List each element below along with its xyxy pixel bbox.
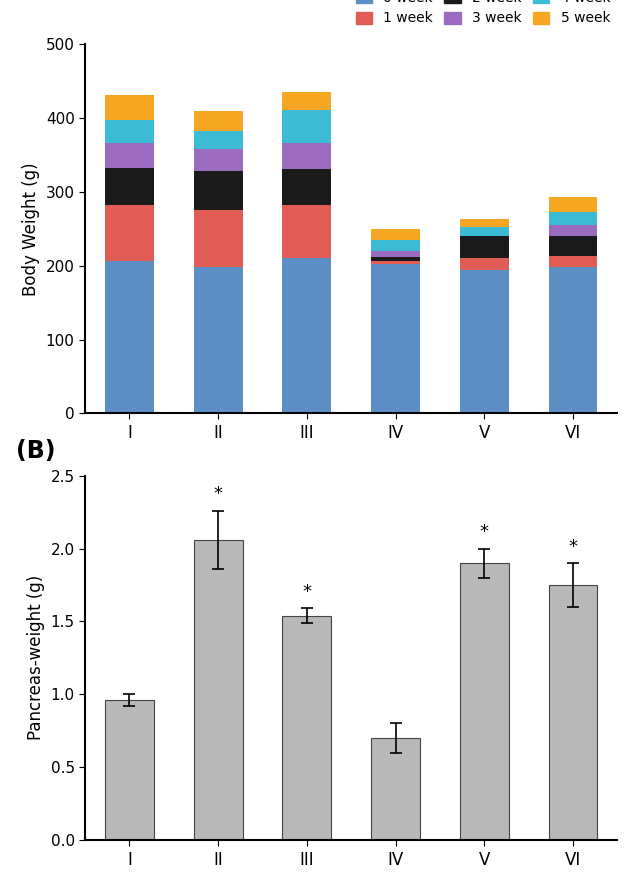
Bar	[549, 585, 597, 840]
Bar	[105, 205, 154, 260]
Bar	[549, 268, 597, 413]
Bar	[460, 228, 508, 236]
Bar	[460, 259, 508, 269]
Text: (B): (B)	[16, 439, 55, 463]
Bar	[194, 111, 243, 131]
Bar	[549, 197, 597, 212]
Bar	[105, 94, 154, 120]
Bar	[549, 256, 597, 268]
Text: *: *	[568, 538, 578, 556]
Bar	[371, 240, 420, 251]
Bar	[105, 168, 154, 205]
Bar	[460, 563, 508, 840]
Bar	[371, 251, 420, 257]
Bar	[105, 701, 154, 840]
Bar	[194, 210, 243, 268]
Bar	[282, 259, 331, 413]
Bar	[460, 219, 508, 228]
Text: (A): (A)	[16, 0, 55, 2]
Text: *: *	[302, 583, 311, 601]
Bar	[105, 260, 154, 413]
Bar	[282, 204, 331, 259]
Text: *: *	[214, 485, 222, 503]
Bar	[371, 257, 420, 260]
Bar	[282, 92, 331, 110]
Text: *: *	[480, 524, 489, 541]
Bar	[371, 228, 420, 240]
Bar	[371, 260, 420, 264]
Bar	[371, 264, 420, 413]
Bar	[194, 149, 243, 172]
Bar	[549, 212, 597, 225]
Bar	[194, 540, 243, 840]
Bar	[194, 172, 243, 210]
Bar	[105, 142, 154, 168]
Bar	[194, 268, 243, 413]
Bar	[282, 615, 331, 840]
Bar	[549, 225, 597, 236]
Bar	[105, 120, 154, 142]
Bar	[282, 143, 331, 169]
Legend: 0 week, 1 week, 2 week, 3 week, 4 week, 5 week: 0 week, 1 week, 2 week, 3 week, 4 week, …	[350, 0, 616, 31]
Bar	[549, 236, 597, 256]
Y-axis label: Pancreas-weight (g): Pancreas-weight (g)	[27, 575, 45, 741]
Bar	[282, 169, 331, 204]
Bar	[371, 738, 420, 840]
Bar	[460, 269, 508, 413]
Y-axis label: Body Weight (g): Body Weight (g)	[22, 162, 40, 296]
Bar	[194, 131, 243, 149]
Bar	[460, 236, 508, 259]
Bar	[282, 110, 331, 143]
